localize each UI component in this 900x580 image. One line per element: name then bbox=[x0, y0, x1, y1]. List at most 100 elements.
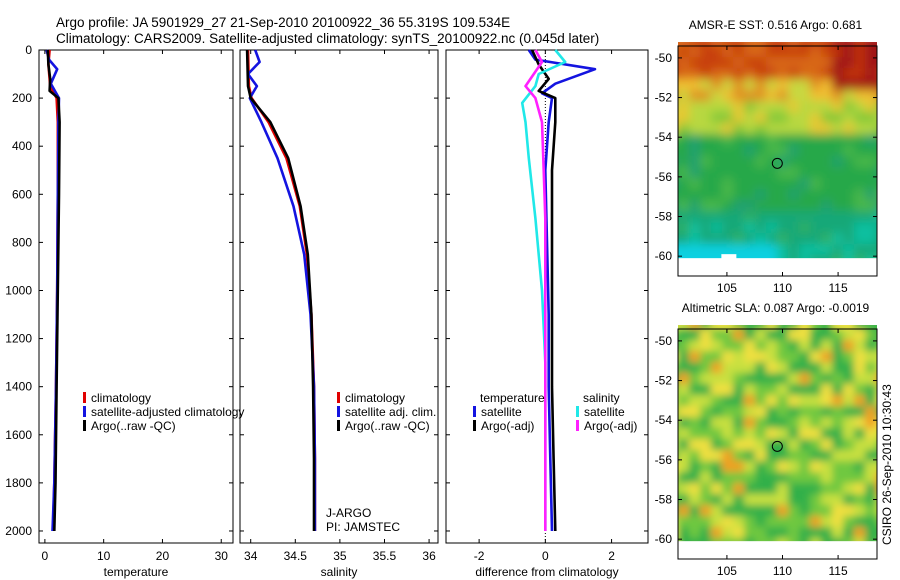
sst_map-pixel bbox=[766, 167, 778, 179]
sla_map-pixel bbox=[744, 395, 756, 407]
sst_map-pixel bbox=[755, 145, 767, 157]
sla_map-pixel bbox=[799, 527, 811, 539]
difference-legend-swatch bbox=[473, 406, 476, 417]
sst_map-pixel bbox=[799, 189, 811, 201]
sla_map-pixel bbox=[843, 340, 855, 352]
figure-title-line2: Climatology: CARS2009. Satellite-adjuste… bbox=[56, 31, 599, 46]
sla_map-pixel bbox=[744, 417, 756, 429]
sla_map-pixel bbox=[711, 527, 723, 539]
sst_map-pixel bbox=[755, 200, 767, 212]
sla_map-pixel bbox=[788, 373, 800, 385]
sla_map-pixel bbox=[832, 494, 844, 506]
sla_map-pixel bbox=[777, 428, 789, 440]
sst_map-pixel bbox=[733, 233, 745, 245]
sla_map-pixel bbox=[799, 340, 811, 352]
sla_map-pixel bbox=[689, 417, 701, 429]
sla_map-pixel bbox=[821, 325, 833, 330]
sla_map-pixel bbox=[733, 406, 745, 418]
temperature-axes-box bbox=[38, 49, 234, 544]
sst_map-pixel bbox=[854, 101, 866, 113]
sla_map-pixel bbox=[678, 505, 690, 517]
sst_map-pixel bbox=[799, 42, 811, 47]
sla_map-pixel bbox=[711, 340, 723, 352]
sla_map-pixel bbox=[766, 351, 778, 363]
sst_map-pixel bbox=[711, 46, 723, 58]
sla_map-pixel bbox=[711, 417, 723, 429]
sla_map-pixel bbox=[777, 329, 789, 341]
difference-legend-swatch bbox=[576, 406, 579, 417]
sla_map-pixel bbox=[766, 395, 778, 407]
sst_map-pixel bbox=[876, 57, 877, 69]
sla_map-pixel bbox=[689, 505, 701, 517]
sst_map-pixel bbox=[744, 178, 756, 190]
sst_map-pixel bbox=[788, 42, 800, 47]
sla_map-pixel bbox=[876, 373, 877, 385]
sst_map-pixel bbox=[733, 123, 745, 135]
figure-title-line1: Argo profile: JA 5901929_27 21-Sep-2010 … bbox=[56, 15, 510, 30]
sst_map-pixel bbox=[810, 244, 822, 256]
sst_map-pixel bbox=[788, 200, 800, 212]
sla_map-pixel bbox=[689, 527, 701, 539]
sla_map-pixel bbox=[821, 395, 833, 407]
sla_map-pixel bbox=[700, 395, 712, 407]
difference-xtick-label: -2 bbox=[474, 549, 485, 563]
sla_map-title: Altimetric SLA: 0.087 Argo: -0.0019 bbox=[682, 301, 870, 315]
sst_map-pixel bbox=[722, 112, 734, 124]
sla_map-pixel bbox=[810, 439, 822, 451]
sla_map-pixel bbox=[700, 439, 712, 451]
sla_map-pixel bbox=[733, 450, 745, 462]
sst_map-pixel bbox=[821, 90, 833, 102]
sla_map-pixel bbox=[865, 450, 877, 462]
sla_map-pixel bbox=[711, 373, 723, 385]
sla_map-pixel bbox=[689, 483, 701, 495]
sst_map-pixel bbox=[689, 189, 701, 201]
sst_map-pixel bbox=[876, 101, 877, 113]
difference-legend-label: Argo(-adj) bbox=[481, 419, 534, 433]
sst_map-pixel bbox=[777, 42, 789, 47]
sst_map-pixel bbox=[700, 134, 712, 146]
sla-map-panel: -50 -52 -54 -56 -58 -60 105 110 115 Altimetric SL… bbox=[655, 301, 878, 578]
sst_map-pixel bbox=[865, 123, 877, 135]
sla_map-pixel bbox=[678, 384, 690, 396]
sla_map-pixel bbox=[810, 461, 822, 473]
sla_map-pixel bbox=[865, 483, 877, 495]
sla_map-pixel bbox=[722, 527, 734, 539]
sst_map-pixel bbox=[777, 189, 789, 201]
sla_map-pixel bbox=[854, 340, 866, 352]
sst_map-pixel bbox=[711, 134, 723, 146]
sla_map-pixel bbox=[689, 439, 701, 451]
sla_map-pixel bbox=[854, 483, 866, 495]
sla_map-pixel bbox=[755, 483, 767, 495]
sla_map-pixel bbox=[832, 417, 844, 429]
sst_map-pixel bbox=[678, 57, 690, 69]
sst_map-pixel bbox=[854, 112, 866, 124]
sla_map-pixel bbox=[733, 428, 745, 440]
sla_map-pixel bbox=[678, 461, 690, 473]
sst_map-pixel bbox=[689, 57, 701, 69]
sla_map-pixel bbox=[711, 351, 723, 363]
sst_map-pixel bbox=[678, 189, 690, 201]
sst_map-pixel bbox=[700, 112, 712, 124]
salinity-xlabel: salinity bbox=[321, 565, 358, 579]
sst_map-pixel bbox=[854, 134, 866, 146]
sla_map-pixel bbox=[700, 362, 712, 374]
sst_map-ytick-label: -56 bbox=[655, 170, 673, 184]
sla_map-pixel bbox=[755, 461, 767, 473]
sst_map-pixel bbox=[722, 167, 734, 179]
sla_map-pixel bbox=[722, 439, 734, 451]
sst_map-pixel bbox=[678, 68, 690, 80]
sst_map-pixel bbox=[865, 68, 877, 80]
difference-axes-box bbox=[445, 49, 649, 544]
sla_map-pixel bbox=[810, 395, 822, 407]
sla_map-pixel bbox=[843, 439, 855, 451]
sla_map-pixel bbox=[810, 340, 822, 352]
sst_map-pixel bbox=[865, 57, 877, 69]
sst_map-pixel bbox=[865, 79, 877, 91]
sla_map-pixel bbox=[678, 549, 679, 559]
sst_map-pixel bbox=[722, 46, 734, 58]
sla_map-pixel bbox=[821, 505, 833, 517]
sla_map-pixel bbox=[799, 516, 811, 528]
sst_map-pixel bbox=[810, 112, 822, 124]
sst_map-pixel bbox=[832, 156, 844, 168]
sla_map-pixel bbox=[711, 461, 723, 473]
